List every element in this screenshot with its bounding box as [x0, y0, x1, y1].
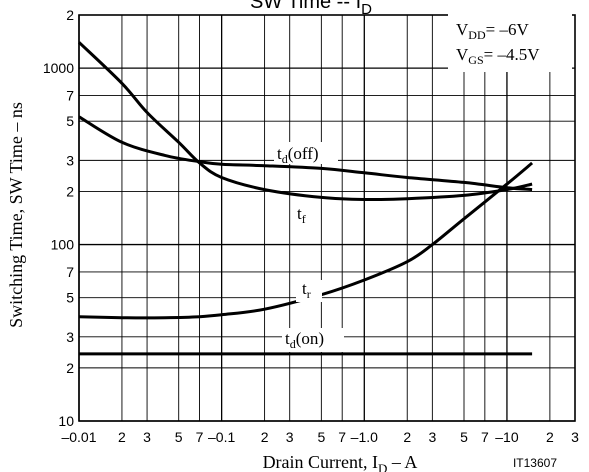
series-tf-line	[77, 41, 533, 202]
conditions-box: VDD= –6V VGS= –4.5V	[448, 14, 572, 72]
series-label-td-off: td(off)	[274, 142, 338, 166]
x-tick-label: 3	[428, 429, 436, 445]
series-label-tf: tf	[292, 204, 316, 230]
y-tick-label: 2	[66, 360, 74, 376]
x-tick-labels: –0.01 2 3 5 7 –0.1 2 3 5 7 –1.0 2 3 5 7 –10 2 3	[61, 429, 579, 445]
svg-text:tf: tf	[297, 204, 306, 226]
y-tick-label: 7	[66, 264, 74, 280]
y-tick-labels: 10 2 3 5 7 100 2 3 5 7 1000 2	[43, 7, 74, 429]
x-tick-label: –0.01	[61, 429, 96, 445]
y-tick-label: 10	[58, 413, 74, 429]
x-tick-label: 2	[546, 429, 554, 445]
y-tick-label: 2	[66, 7, 74, 23]
series-label-tr: tr	[296, 279, 322, 302]
x-tick-label: 7	[196, 429, 204, 445]
x-tick-label: 5	[175, 429, 183, 445]
x-tick-label: 3	[143, 429, 151, 445]
x-tick-label: 2	[118, 429, 126, 445]
y-axis-label: Switching Time, SW Time – ns	[6, 102, 26, 328]
figure-code: IT13607	[513, 456, 557, 470]
y-tick-label: 3	[66, 329, 74, 345]
x-axis-label: Drain Current, ID – A	[263, 452, 418, 472]
series-td-off-line	[78, 115, 533, 192]
x-tick-label: 7	[481, 429, 489, 445]
x-tick-label: –0.1	[208, 429, 235, 445]
svg-text:td(on): td(on)	[285, 329, 324, 351]
x-tick-label: –1.0	[351, 429, 378, 445]
x-tick-label: 3	[571, 429, 579, 445]
svg-text:tr: tr	[302, 279, 311, 301]
y-tick-label: 3	[66, 152, 74, 168]
y-tick-label: 5	[66, 113, 74, 129]
grid	[78, 14, 576, 422]
y-tick-label: 100	[51, 237, 75, 253]
x-tick-label: 5	[317, 429, 325, 445]
x-tick-label: 7	[338, 429, 346, 445]
x-tick-label: 5	[460, 429, 468, 445]
svg-text:td(off): td(off)	[277, 144, 319, 166]
y-tick-label: 5	[66, 290, 74, 306]
y-tick-label: 2	[66, 183, 74, 199]
y-tick-label: 7	[66, 87, 74, 103]
x-tick-label: 2	[403, 429, 411, 445]
series-label-td-on: td(on)	[282, 328, 344, 352]
y-tick-label: 1000	[43, 60, 74, 76]
vdd-condition: VDD= –6V	[456, 20, 529, 42]
x-tick-label: 2	[261, 429, 269, 445]
x-tick-label: 3	[286, 429, 294, 445]
plot-frame	[78, 14, 576, 422]
x-tick-label: –10	[495, 429, 519, 445]
